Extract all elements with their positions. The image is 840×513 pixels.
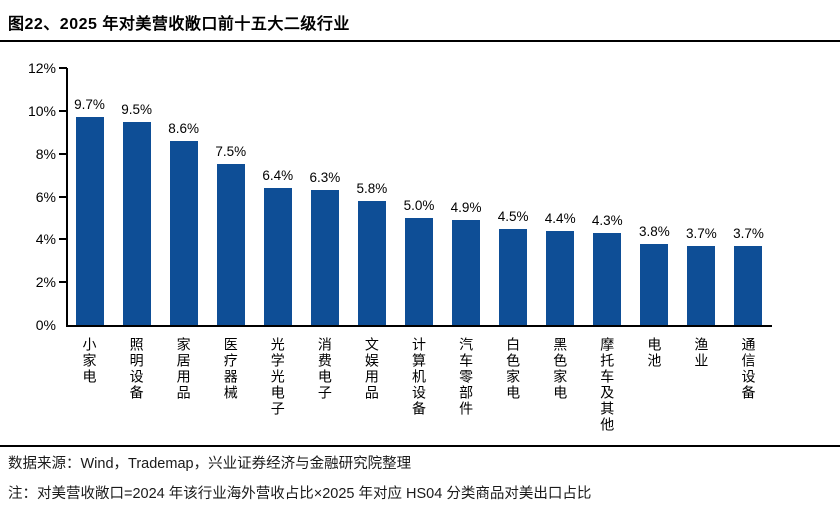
bar-value-label: 4.9% bbox=[450, 200, 482, 216]
y-axis-tick bbox=[59, 281, 67, 284]
bar bbox=[75, 117, 104, 325]
y-tick-label: 0% bbox=[35, 317, 56, 333]
y-tick-label: 12% bbox=[27, 60, 56, 76]
bar-value-label: 9.7% bbox=[74, 97, 105, 113]
y-tick-label: 10% bbox=[27, 102, 56, 119]
x-category-label: 白色家电 bbox=[505, 337, 522, 401]
bar-value-label: 6.4% bbox=[262, 167, 294, 183]
bar-value-label: 3.7% bbox=[686, 225, 717, 241]
note-text: 注：对美营收敞口=2024 年该行业海外营收占比×2025 年对应 HS04 分… bbox=[8, 486, 592, 502]
bar-value-label: 9.5% bbox=[121, 101, 152, 117]
bar bbox=[405, 217, 433, 325]
bar bbox=[357, 200, 386, 325]
chart-title: 图22、2025 年对美营收敞口前十五大二级行业 bbox=[8, 16, 350, 33]
x-category-label: 通信设备 bbox=[740, 337, 757, 401]
x-axis-line bbox=[66, 325, 772, 327]
x-category-label: 渔业 bbox=[693, 337, 710, 369]
bar-value-label: 6.3% bbox=[309, 170, 341, 186]
x-category-label: 医疗器械 bbox=[222, 337, 239, 401]
x-category-label: 光学光电子 bbox=[269, 337, 286, 417]
x-category-label: 文娱用品 bbox=[363, 337, 380, 401]
x-category-label: 计算机设备 bbox=[411, 337, 427, 417]
bar bbox=[216, 164, 245, 325]
bar bbox=[546, 230, 575, 325]
y-axis-tick bbox=[59, 238, 67, 241]
bar bbox=[452, 220, 481, 325]
bar bbox=[593, 232, 622, 325]
y-tick-label: 4% bbox=[35, 231, 56, 248]
bar bbox=[640, 243, 669, 325]
bar bbox=[122, 121, 151, 325]
bar bbox=[310, 190, 339, 325]
bar-value-label: 5.0% bbox=[403, 197, 435, 213]
y-tick-label: 2% bbox=[35, 274, 56, 291]
y-axis-tick bbox=[59, 67, 67, 69]
data-source-text: 数据来源：Wind，Trademap，兴业证券经济与金融研究院整理 bbox=[8, 456, 412, 472]
y-axis-tick bbox=[59, 109, 67, 112]
bar bbox=[499, 228, 528, 325]
bar-value-label: 4.4% bbox=[544, 210, 576, 226]
x-category-label: 黑色家电 bbox=[552, 337, 569, 401]
footer-divider bbox=[0, 445, 840, 447]
y-axis-tick bbox=[59, 152, 67, 155]
bar-value-label: 5.8% bbox=[356, 180, 388, 196]
x-category-label: 汽车零部件 bbox=[458, 337, 475, 417]
x-category-label: 小家电 bbox=[81, 337, 98, 385]
bar-value-label: 3.8% bbox=[638, 223, 670, 239]
bar-value-label: 8.6% bbox=[168, 120, 200, 136]
y-axis-tick bbox=[59, 195, 67, 198]
x-category-label: 家居用品 bbox=[175, 337, 192, 401]
bar-value-label: 4.5% bbox=[497, 208, 529, 224]
y-tick-label: 6% bbox=[35, 188, 56, 205]
x-category-label: 消费电子 bbox=[316, 337, 333, 401]
bar bbox=[734, 245, 763, 325]
bar-value-label: 7.5% bbox=[215, 144, 247, 160]
x-category-label: 摩托车及其他 bbox=[599, 337, 616, 433]
bar bbox=[263, 187, 292, 325]
y-tick-label: 8% bbox=[35, 145, 56, 162]
y-axis-line bbox=[66, 68, 68, 327]
x-category-label: 照明设备 bbox=[128, 337, 145, 401]
bar-value-label: 4.3% bbox=[591, 212, 623, 228]
title-underline bbox=[0, 40, 840, 42]
bar-value-label: 3.7% bbox=[733, 225, 764, 241]
x-category-label: 电池 bbox=[646, 337, 663, 369]
bar bbox=[687, 245, 716, 325]
bar-chart: 0% 2% 4% 6% 8% 10% 12% 9.7% 小家电 9.5% 照明设备 8.6% 家居用品 7… bbox=[0, 42, 840, 442]
bar bbox=[169, 140, 198, 325]
